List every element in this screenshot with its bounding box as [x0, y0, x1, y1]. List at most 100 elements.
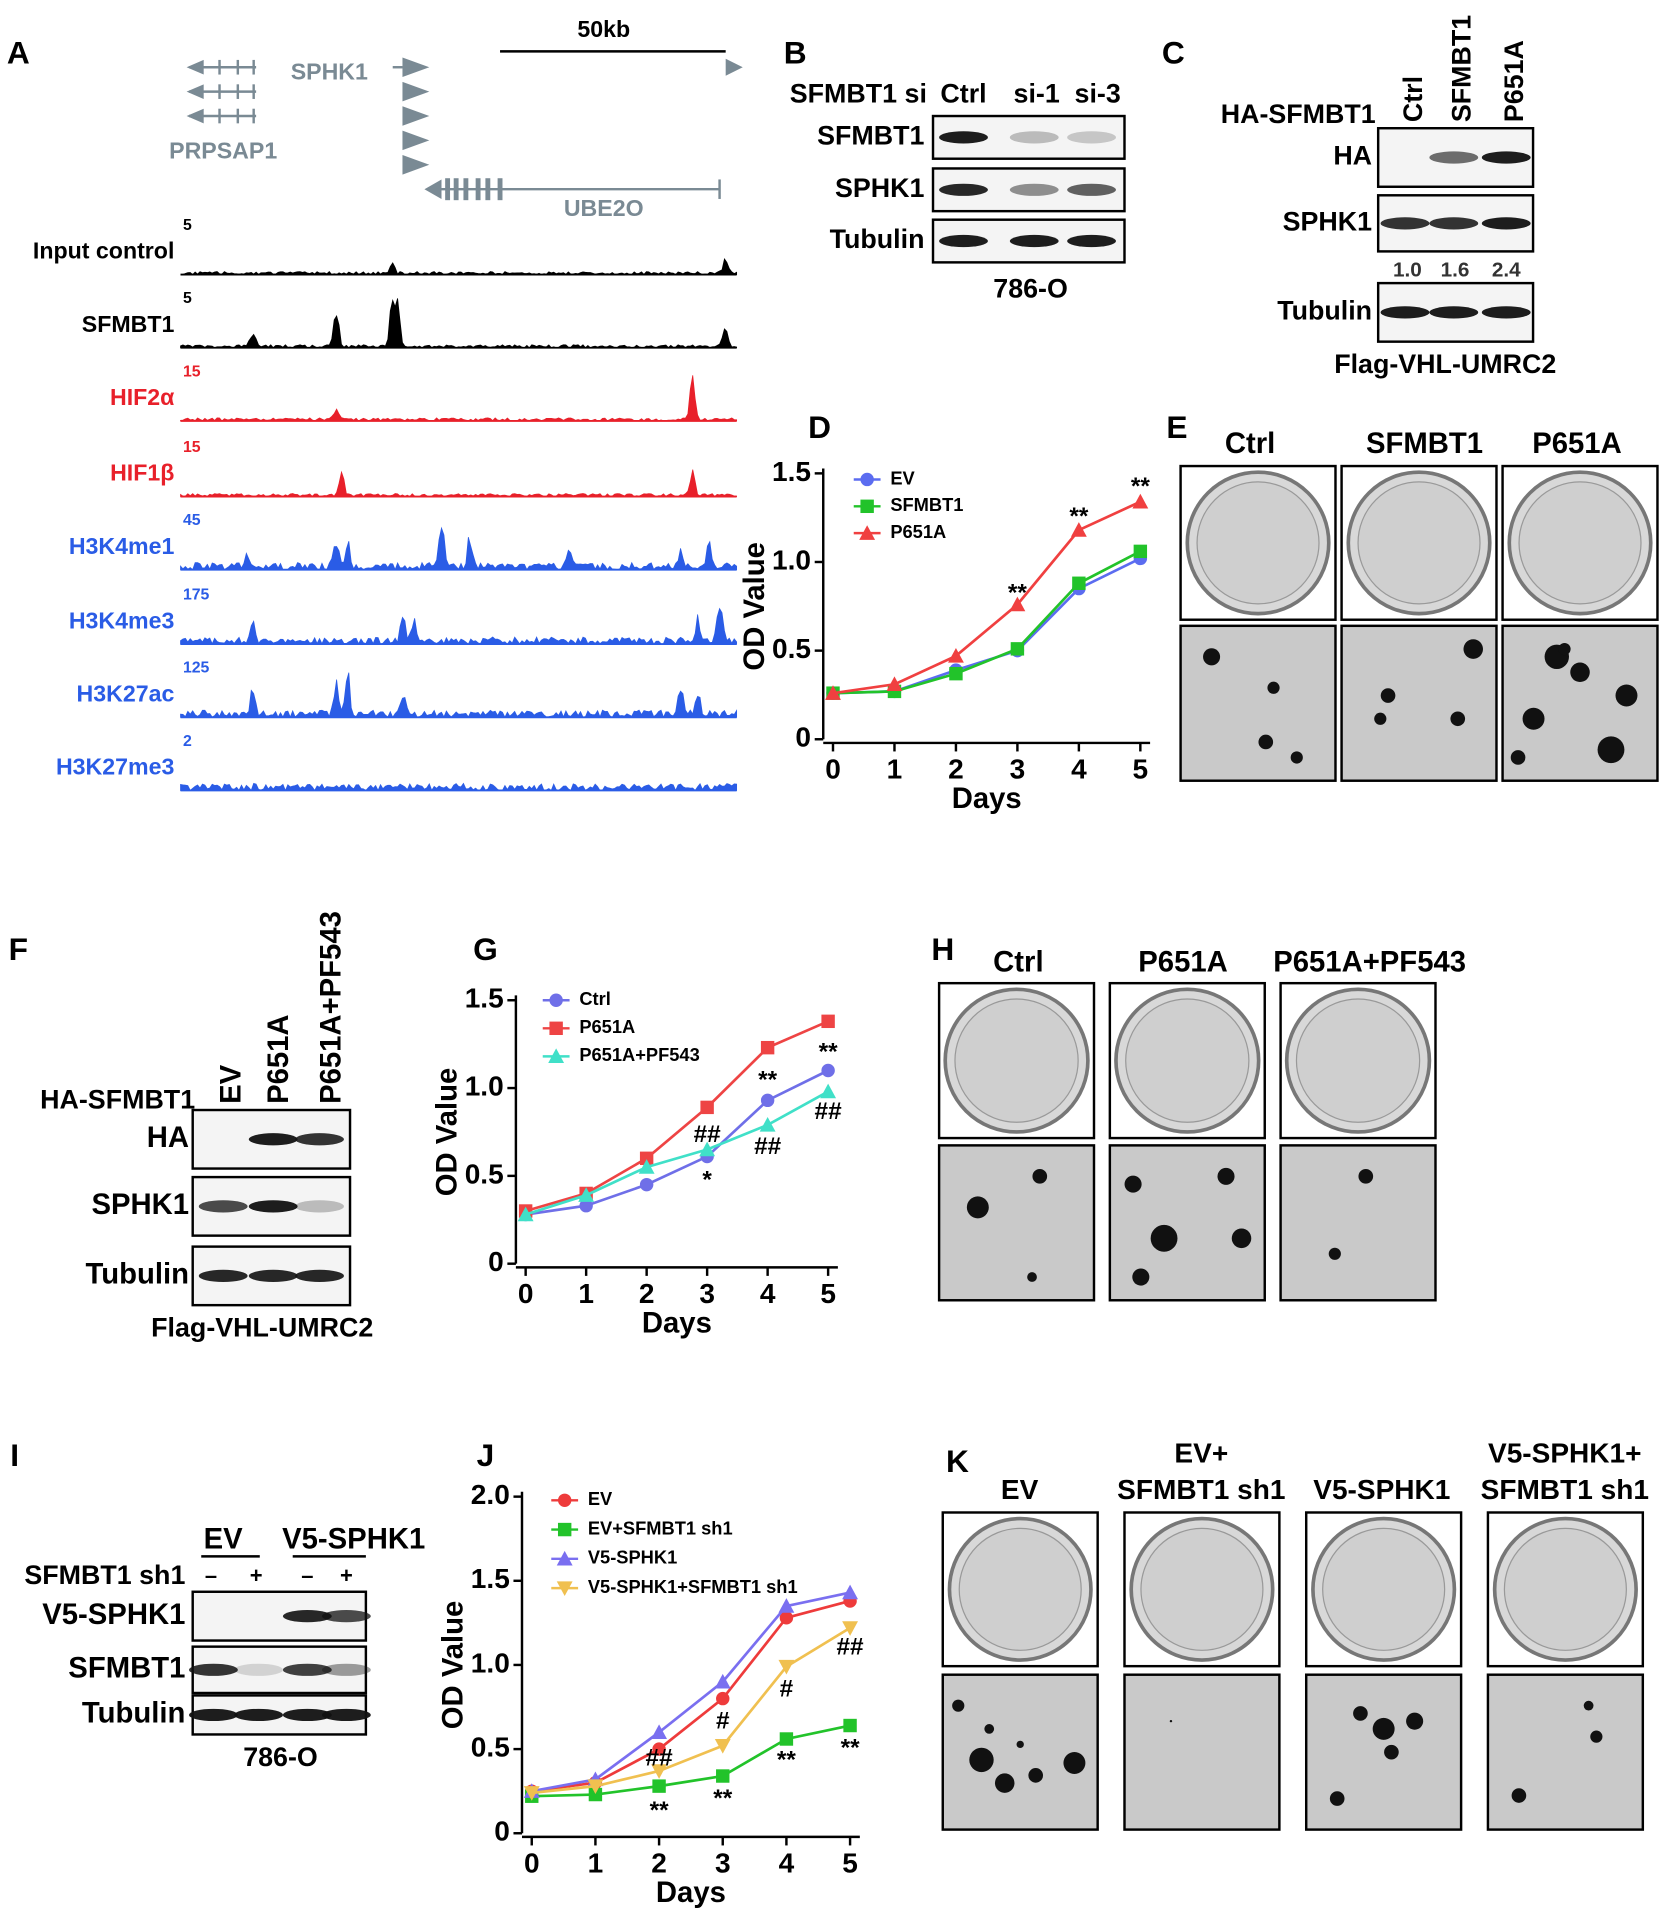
blot-band — [1067, 183, 1116, 196]
annotation: ** — [758, 1066, 777, 1093]
column-label: P651A — [1532, 428, 1621, 460]
lane-label: EV — [216, 1064, 248, 1104]
x-tick-label: 1 — [887, 753, 903, 784]
colony — [1583, 1700, 1594, 1711]
colony — [1329, 1791, 1345, 1806]
annotation: ** — [1008, 579, 1027, 606]
track-scale: 5 — [183, 290, 192, 307]
row-header: HA-SFMBT1 — [1221, 99, 1376, 129]
blot-band — [1009, 234, 1059, 248]
annotation: ## — [694, 1121, 722, 1148]
colony — [1384, 1744, 1399, 1760]
treatment: – — [301, 1563, 313, 1588]
column-label: V5-SPHK1 — [1313, 1474, 1450, 1505]
y-axis-title: OD Value — [432, 1068, 464, 1197]
blot-band — [1429, 151, 1479, 164]
treatment: – — [205, 1563, 217, 1588]
annotation: ## — [815, 1098, 843, 1125]
cell-line: 786-O — [243, 1742, 318, 1772]
blot-frame — [191, 1590, 368, 1642]
track-label: H3K4me3 — [69, 607, 175, 633]
legend-label: V5-SPHK1 — [588, 1547, 677, 1568]
gene-label: SPHK1 — [291, 58, 368, 84]
gene-arrow — [186, 59, 204, 75]
gene-label: UBE2O — [564, 195, 644, 221]
row-header: HA-SFMBT1 — [40, 1085, 195, 1115]
blot-band — [189, 1663, 238, 1676]
x-tick-label: 3 — [715, 1847, 731, 1878]
column-label: Ctrl — [993, 946, 1043, 978]
legend-label: P651A+PF543 — [579, 1044, 699, 1065]
row-label: Tubulin — [1277, 295, 1372, 325]
cell-line: Flag-VHL-UMRC2 — [1334, 349, 1556, 379]
row-label: HA — [147, 1122, 189, 1154]
colony — [1203, 648, 1221, 666]
lane-label: Ctrl — [940, 78, 986, 108]
marker — [651, 1724, 668, 1739]
blot-band — [1009, 183, 1059, 196]
colony-frame — [1486, 1673, 1645, 1831]
marker — [778, 1659, 795, 1675]
track-scale: 45 — [183, 512, 201, 529]
legend-marker — [548, 1048, 565, 1064]
track-scale: 175 — [183, 587, 210, 604]
series-line — [531, 1626, 851, 1795]
blot-band — [321, 1663, 371, 1676]
colony — [1358, 1169, 1374, 1184]
marker — [1010, 642, 1025, 656]
marker — [1132, 493, 1149, 509]
annotation: ** — [1131, 473, 1150, 500]
marker — [779, 1732, 794, 1746]
x-tick-label: 3 — [1010, 753, 1026, 784]
track-signal — [180, 375, 738, 422]
series-line — [832, 500, 1141, 695]
marker — [639, 1151, 654, 1166]
gene-arrow — [402, 106, 430, 126]
colony — [1615, 684, 1638, 707]
blot-band — [939, 234, 988, 248]
colony — [1372, 1717, 1395, 1740]
colony — [1267, 681, 1280, 694]
column-label: P651A — [1138, 946, 1227, 978]
track-signal — [180, 257, 738, 276]
legend-marker — [860, 472, 874, 487]
colony — [1258, 734, 1274, 750]
plate-inner — [1295, 998, 1421, 1123]
colony — [952, 1699, 965, 1712]
colony — [1570, 662, 1590, 683]
track-scale: 15 — [183, 363, 201, 380]
panel-label: D — [808, 409, 831, 445]
blot-band — [234, 1708, 283, 1722]
exon — [463, 178, 469, 201]
y-axis-title: OD Value — [739, 542, 771, 670]
annotation: ** — [650, 1797, 669, 1824]
annotation: ** — [777, 1746, 796, 1773]
marker — [716, 1691, 730, 1706]
y-tick-label: 1.5 — [465, 983, 504, 1014]
lane-label: P651A+PF543 — [316, 911, 348, 1104]
y-tick-label: 0 — [488, 1246, 504, 1277]
panel-label: H — [931, 931, 954, 967]
colony — [1169, 1719, 1173, 1723]
row-label: SFMBT1 — [68, 1653, 185, 1685]
y-tick-label: 0.5 — [465, 1158, 504, 1189]
blot-band — [1429, 217, 1479, 230]
marker — [716, 1769, 730, 1783]
group-label: V5-SPHK1 — [282, 1523, 425, 1555]
x-axis-title: Days — [656, 1877, 726, 1909]
track-label: HIF1β — [110, 460, 174, 486]
y-tick-label: 2.0 — [471, 1479, 510, 1510]
x-tick-label: 1 — [588, 1847, 604, 1878]
track-scale: 2 — [183, 733, 192, 750]
annotation: # — [716, 1708, 730, 1735]
gene-arrow — [402, 130, 430, 151]
annotation: # — [780, 1676, 794, 1703]
quantification: 1.0 — [1393, 258, 1422, 281]
blot-band — [1481, 151, 1531, 164]
marker — [587, 1779, 604, 1795]
colony — [1016, 1740, 1024, 1749]
blot-band — [1380, 306, 1430, 319]
blot-band — [939, 183, 988, 196]
marker — [886, 676, 903, 692]
colony — [1124, 1175, 1142, 1193]
